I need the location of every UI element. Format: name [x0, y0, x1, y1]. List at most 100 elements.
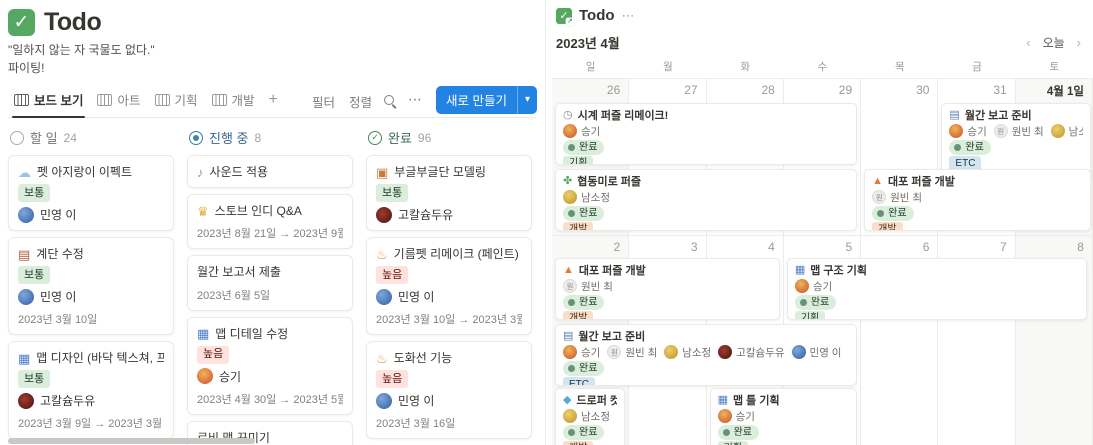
kanban-card[interactable]: ♨ 도화선 기능 높음 민영 이 2023년 3월 16일: [366, 341, 532, 440]
day-cell: 30: [861, 79, 939, 235]
trophy-icon: ♛: [197, 203, 209, 219]
avatar: [18, 392, 34, 409]
priority-badge: 보통: [18, 184, 51, 203]
column-header-in-progress[interactable]: 진행 중 8: [189, 128, 351, 147]
kanban-card[interactable]: ▦ 맵 디자인 (바닥 텍스쳐, 프랍) 보통 고칼슘두유 2023년 3월 9…: [8, 341, 174, 440]
priority-badge: 보통: [18, 370, 51, 389]
map-icon: ▦: [717, 393, 728, 406]
add-view-button[interactable]: +: [268, 90, 278, 108]
search-icon[interactable]: [383, 94, 398, 109]
board-panel: ✓ Todo "일하지 않는 자 국물도 없다." 파이팅! 보드 보기 아트 …: [0, 0, 545, 445]
avatar: 원: [993, 124, 1008, 138]
calendar-event[interactable]: ▦ 맵 틀 기획 승기 완료 기획: [709, 388, 858, 445]
status-badge: 완료: [563, 295, 605, 310]
avatar: [949, 124, 964, 138]
category-badge: ETC: [563, 377, 595, 385]
status-in-progress-icon: [189, 130, 203, 145]
avatar: 원: [872, 190, 887, 204]
category-badge: 기획: [717, 441, 748, 445]
avatar: [794, 279, 809, 293]
kanban-card[interactable]: ▣ 부글부글단 모델링 보통 고칼슘두유: [366, 155, 532, 232]
kanban-card[interactable]: ☁ 펫 아지랑이 이펙트 보통 민영 이: [8, 155, 174, 232]
avatar: 원: [607, 345, 622, 359]
calendar-title: Todo: [579, 7, 615, 24]
day-cell: 5: [784, 236, 862, 445]
fire-icon: ▲: [872, 174, 884, 187]
due-date: 2023년 8월 21일 → 2023년 9월 3일: [197, 228, 343, 241]
avatar: [791, 345, 806, 359]
category-badge: 기획: [794, 311, 826, 319]
filter-button[interactable]: 필터: [311, 95, 335, 110]
board-column-todo: 할 일 24 ☁ 펫 아지랑이 이펙트 보통 민영 이 ▤ 계단 수정 보통 민…: [8, 128, 174, 445]
board-view-icon: [154, 93, 170, 106]
avatar: [18, 206, 34, 223]
droplet-icon: ◆: [563, 393, 572, 406]
sort-button[interactable]: 정렬: [348, 95, 372, 110]
status-badge: 완료: [563, 361, 605, 376]
board-view-icon: [211, 93, 227, 106]
kanban-card[interactable]: 월간 보고서 제출 2023년 6월 5일: [187, 255, 353, 311]
calendar-event[interactable]: ▲ 대포 퍼즐 개발 원 원빈 최 완료 개발: [555, 258, 780, 320]
status-done-icon: ✓: [368, 130, 382, 145]
report-icon: ▤: [563, 329, 574, 342]
status-badge: 완료: [563, 140, 605, 155]
prev-month-icon[interactable]: ‹: [1026, 35, 1031, 50]
linked-todo-icon: ✓ ↗: [556, 7, 574, 26]
new-item-button[interactable]: 새로 만들기 ▾: [435, 85, 537, 114]
page-header: ✓ Todo: [8, 6, 537, 40]
avatar: [717, 409, 732, 423]
calendar-event[interactable]: ▤ 월간 보고 준비 승기 원원빈 최 남소정 고칼슘두유 민영 이 완료 ET…: [941, 103, 1091, 181]
assignee: 승기: [219, 369, 242, 384]
page-title: Todo: [44, 8, 102, 36]
avatar: 원: [563, 279, 577, 293]
kanban-card[interactable]: ▦ 맵 디테일 수정 높음 승기 2023년 4월 30일 → 2023년 5월…: [187, 316, 353, 415]
priority-badge: 높음: [376, 370, 409, 389]
tab-board-view[interactable]: 보드 보기: [8, 85, 89, 118]
avatar: [376, 288, 392, 305]
tab-planning[interactable]: 기획: [149, 85, 204, 117]
frame-icon: ▣: [376, 164, 389, 180]
day-cell: 29: [784, 79, 862, 235]
kanban-card[interactable]: ♛ 스토브 인디 Q&A 2023년 8월 21일 → 2023년 9월 3일: [187, 194, 353, 250]
kanban-card[interactable]: ♪ 사운드 적용: [187, 155, 353, 189]
calendar-event[interactable]: ▦ 맵 구조 기획 승기 완료 기획: [786, 258, 1087, 320]
next-month-icon[interactable]: ›: [1076, 35, 1081, 50]
kanban-card[interactable]: ▤ 계단 수정 보통 민영 이 2023년 3월 10일: [8, 237, 174, 336]
tab-art[interactable]: 아트: [91, 85, 146, 117]
tab-dev[interactable]: 개발: [206, 85, 261, 117]
today-button[interactable]: 오늘: [1042, 36, 1065, 50]
day-cell: 7: [938, 236, 1016, 445]
category-badge: 개발: [563, 311, 594, 319]
avatar: [18, 288, 34, 305]
avatar: [664, 345, 679, 359]
category-badge: 개발: [563, 222, 594, 230]
chevron-down-icon[interactable]: ▾: [516, 85, 537, 114]
column-header-done[interactable]: ✓ 완료 96: [368, 128, 530, 147]
map-icon: ▦: [197, 326, 210, 342]
calendar-header: ✓ ↗ Todo ⋯: [552, 4, 1093, 26]
calendar-event[interactable]: ▲ 대포 퍼즐 개발 원 원빈 최 완료 개발: [864, 169, 1091, 231]
board-view-icon: [14, 93, 29, 106]
calendar-event[interactable]: ◷ 시계 퍼즐 리메이크! 승기 완료 기획: [555, 103, 858, 165]
status-badge: 완료: [717, 425, 759, 440]
assignee: 민영 이: [398, 290, 435, 305]
more-options-icon[interactable]: ⋯: [407, 90, 423, 107]
more-options-icon[interactable]: ⋯: [621, 7, 636, 23]
kanban-card[interactable]: ♨ 기름펫 리메이크 (페인트) 높음 민영 이 2023년 3월 10일 → …: [366, 237, 532, 336]
due-date: 2023년 4월 30일 → 2023년 5월 5일: [197, 393, 343, 406]
board-view-icon: [97, 93, 113, 106]
report-icon: ▤: [949, 108, 960, 121]
column-header-todo[interactable]: 할 일 24: [10, 128, 172, 147]
due-date: 2023년 3월 10일 → 2023년 3월 13일: [376, 314, 522, 327]
weekday-header: 일 월 화 수 목 금 토: [585, 61, 1060, 73]
quote-line: 파이팅!: [8, 61, 45, 75]
due-date: 2023년 6월 5일: [197, 289, 271, 302]
assignee: 민영 이: [40, 290, 77, 305]
page-description: "일하지 않는 자 국물도 없다." 파이팅!: [8, 41, 537, 77]
due-date: 2023년 3월 10일: [18, 314, 98, 327]
calendar-event[interactable]: ◆ 드로퍼 컷신 남소정 완료 개발: [555, 388, 626, 445]
horizontal-scrollbar[interactable]: [8, 438, 255, 444]
assignee: 민영 이: [398, 394, 435, 409]
calendar-event[interactable]: ✤ 협동미로 퍼즐 남소정 완료 개발: [555, 169, 858, 231]
